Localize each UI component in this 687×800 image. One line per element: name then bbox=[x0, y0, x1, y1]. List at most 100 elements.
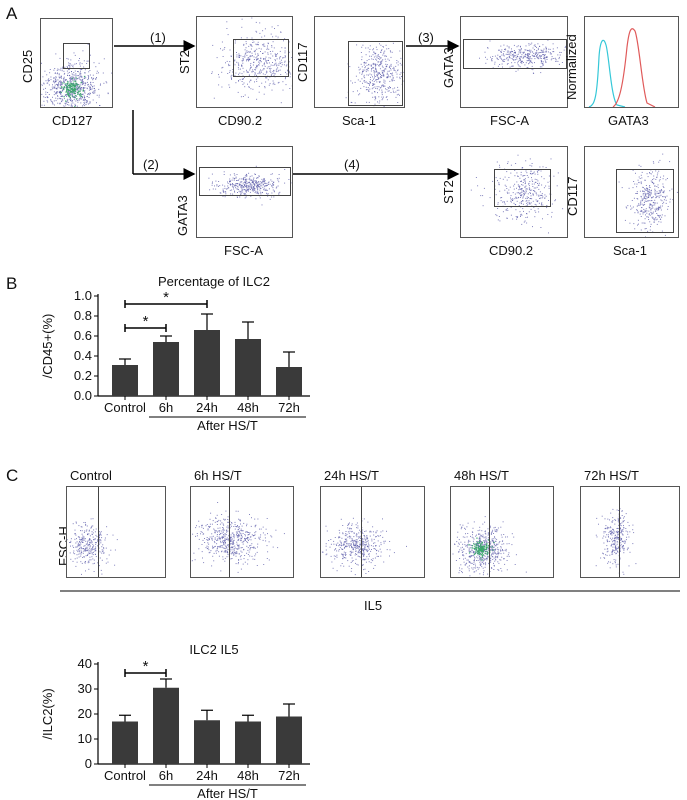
flow-plot-cd117-sca1-2 bbox=[584, 146, 679, 238]
y-tick-label: 0.8 bbox=[74, 308, 92, 323]
gate-box bbox=[348, 41, 403, 106]
bottom-plot-2-ylabel: ST2 bbox=[441, 180, 456, 204]
chart-ilc2-il5: ILC2 IL5/ILC2(%) 0 10 20 30 40 Control 6h 24h 48h… bbox=[40, 642, 310, 798]
gate-box bbox=[63, 43, 90, 69]
x-tick-label: 24h bbox=[196, 768, 218, 783]
bar-24h bbox=[194, 330, 220, 396]
step-3-label: (3) bbox=[418, 30, 434, 45]
flow-plot-st2-cd90 bbox=[196, 16, 293, 108]
histogram-ylabel: Normalized bbox=[564, 34, 579, 100]
group-label: After HS/T bbox=[197, 786, 258, 798]
bottom-plot-3-xlabel: Sca-1 bbox=[613, 243, 647, 258]
top-plot-2-ylabel: ST2 bbox=[177, 50, 192, 74]
step-4-label: (4) bbox=[344, 157, 360, 172]
gate-box bbox=[494, 169, 551, 207]
bar-control bbox=[112, 721, 138, 764]
flow-plot-title-control: Control bbox=[70, 468, 112, 483]
x-tick-label: 6h bbox=[159, 768, 173, 783]
flow-plot-il5-6h bbox=[190, 486, 294, 578]
step-1-label: (1) bbox=[150, 30, 166, 45]
top-plot-4-ylabel: GATA3 bbox=[441, 47, 456, 88]
gate-box bbox=[229, 487, 293, 577]
y-tick-label: 40 bbox=[78, 656, 92, 671]
gate-box bbox=[199, 167, 291, 196]
histogram-cyan-curve bbox=[588, 39, 626, 107]
bar-6h bbox=[153, 687, 179, 764]
x-tick-label: 6h bbox=[159, 400, 173, 415]
histogram-curves bbox=[588, 28, 656, 107]
gate-box bbox=[616, 169, 674, 233]
flow-xlabel-il5: IL5 bbox=[364, 598, 383, 613]
flow-plot-il5-72h bbox=[580, 486, 680, 578]
flow-plot-title-6h: 6h HS/T bbox=[194, 468, 242, 483]
bar-48h bbox=[235, 339, 261, 396]
bottom-plot-1-ylabel: GATA3 bbox=[175, 195, 190, 236]
bottom-plot-1-xlabel: FSC-A bbox=[224, 243, 263, 258]
scatter-dots bbox=[452, 516, 527, 577]
chart-percentage-ilc2: Percentage of ILC2/CD45+(%) 0.0 0.2 0.4 0.6 0… bbox=[40, 274, 310, 430]
gate-box bbox=[463, 39, 567, 69]
x-tick-label: 24h bbox=[196, 400, 218, 415]
y-tick-label: 1.0 bbox=[74, 288, 92, 303]
bottom-plot-2-xlabel: CD90.2 bbox=[489, 243, 534, 258]
bar-control bbox=[112, 365, 138, 396]
gate-box bbox=[98, 487, 165, 577]
y-tick-label: 10 bbox=[78, 731, 92, 746]
significance-star: * bbox=[163, 289, 169, 306]
bottom-plot-3-ylabel: CD117 bbox=[565, 176, 580, 216]
panel-a-letter: A bbox=[6, 4, 18, 23]
il5-axis-line bbox=[60, 590, 680, 592]
scatter-dots bbox=[67, 518, 118, 575]
y-tick-label: 0.4 bbox=[74, 348, 92, 363]
x-tick-label: 48h bbox=[237, 400, 259, 415]
scatter-dots bbox=[41, 44, 112, 107]
bar-72h bbox=[276, 716, 302, 764]
scatter-dots bbox=[479, 39, 567, 74]
plot1-xlabel: CD127 bbox=[52, 113, 93, 128]
scatter-dots bbox=[618, 153, 678, 237]
flow-plot-cd25-cd127 bbox=[40, 18, 113, 108]
scatter-dots bbox=[191, 502, 285, 573]
y-axis-label: /ILC2(%) bbox=[40, 688, 55, 739]
flow-plot-st2-cd90-2 bbox=[460, 146, 568, 238]
flow-plot-il5-48h bbox=[450, 486, 554, 578]
x-tick-label: 72h bbox=[278, 768, 300, 783]
gate-box bbox=[619, 487, 679, 577]
flow-plot-il5-control bbox=[66, 486, 166, 578]
chart-title: Percentage of ILC2 bbox=[158, 274, 270, 289]
top-plot-3-ylabel: CD117 bbox=[295, 42, 310, 82]
x-tick-label: Control bbox=[104, 400, 146, 415]
significance-star: * bbox=[143, 658, 149, 675]
significance-star: * bbox=[143, 313, 149, 330]
flow-plot-title-48h: 48h HS/T bbox=[454, 468, 509, 483]
bar-48h bbox=[235, 721, 261, 764]
flow-plot-gata3-fsca-2 bbox=[196, 146, 293, 238]
x-tick-label: Control bbox=[104, 768, 146, 783]
panel-c-letter: C bbox=[6, 466, 19, 485]
histogram-xlabel: GATA3 bbox=[608, 113, 649, 128]
y-tick-label: 30 bbox=[78, 681, 92, 696]
y-tick-label: 0.6 bbox=[74, 328, 92, 343]
chart-title: ILC2 IL5 bbox=[189, 642, 238, 657]
flow-plot-il5-24h bbox=[320, 486, 425, 578]
group-label: After HS/T bbox=[197, 418, 258, 430]
y-tick-label: 0 bbox=[85, 756, 92, 771]
flow-plot-cd117-sca1 bbox=[314, 16, 405, 108]
flow-plot-title-72h: 72h HS/T bbox=[584, 468, 639, 483]
gate-box bbox=[233, 39, 289, 77]
scatter-dots bbox=[595, 508, 637, 575]
step-2-label: (2) bbox=[143, 157, 159, 172]
y-tick-label: 0.2 bbox=[74, 368, 92, 383]
scatter-dots bbox=[470, 154, 564, 234]
bar-6h bbox=[153, 342, 179, 396]
histogram-red-curve bbox=[612, 28, 656, 107]
flow-plot-gata3-fsca bbox=[460, 16, 568, 108]
y-tick-label: 0.0 bbox=[74, 388, 92, 403]
panel-b-letter: B bbox=[6, 274, 18, 293]
gate-box bbox=[489, 487, 553, 577]
x-tick-label: 48h bbox=[237, 768, 259, 783]
top-plot-2-xlabel: CD90.2 bbox=[218, 113, 263, 128]
x-tick-label: 72h bbox=[278, 400, 300, 415]
bar-24h bbox=[194, 720, 220, 764]
